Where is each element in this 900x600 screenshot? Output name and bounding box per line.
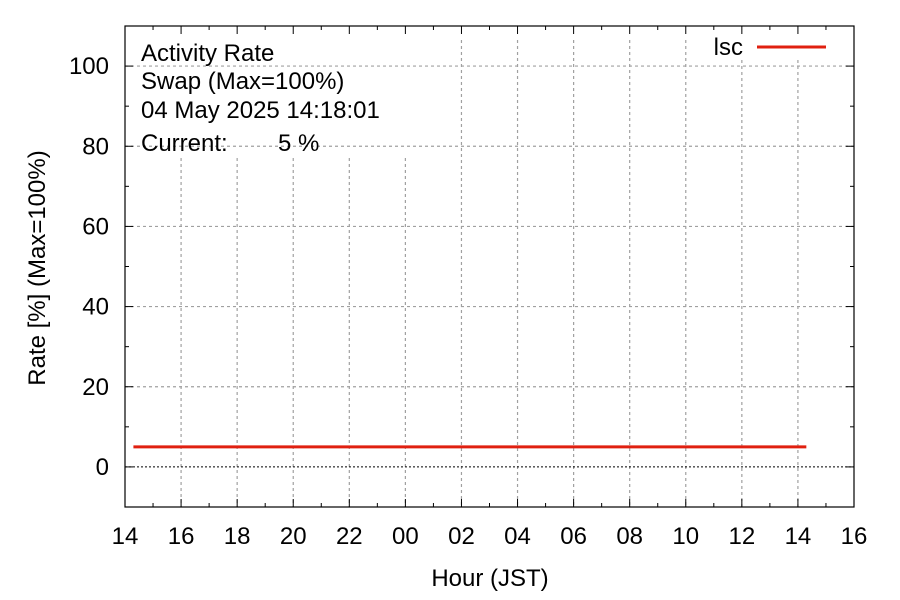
y-axis-title: Rate [%] (Max=100%): [24, 150, 51, 385]
annotation-block: Activity Rate Swap (Max=100%) 04 May 202…: [141, 40, 380, 157]
current-value: 5 %: [278, 130, 319, 157]
annotation-timestamp: 04 May 2025 14:18:01: [141, 97, 380, 124]
x-tick-label: 00: [392, 523, 419, 550]
x-tick-label: 12: [728, 523, 755, 550]
y-tick-label: 0: [96, 454, 109, 481]
x-tick-label: 02: [448, 523, 475, 550]
annotation-title: Activity Rate: [141, 40, 274, 67]
x-tick-label: 16: [168, 523, 195, 550]
annotation-metric: Swap (Max=100%): [141, 68, 344, 95]
x-tick-label: 22: [336, 523, 363, 550]
y-tick-label: 20: [82, 374, 109, 401]
y-tick-label: 40: [82, 294, 109, 321]
x-tick-label: 04: [504, 523, 531, 550]
grid-layer: [125, 40, 854, 507]
plot-frame: [124, 25, 855, 508]
x-tick-label: 06: [560, 523, 587, 550]
legend: lsc: [714, 34, 826, 61]
label-layer: 14 16 18 20 22 00 02 04 06 08 10 12 14 16 0 20 40 60 80 100: [69, 53, 867, 550]
y-tick-label: 100: [69, 53, 109, 80]
y-tick-label: 80: [82, 133, 109, 160]
y-tick-label: 60: [82, 213, 109, 240]
x-tick-label: 10: [672, 523, 699, 550]
x-tick-label: 18: [224, 523, 251, 550]
x-tick-label: 14: [785, 523, 812, 550]
x-tick-label: 20: [280, 523, 307, 550]
x-tick-label: 14: [112, 523, 139, 550]
legend-label-lsc: lsc: [714, 34, 743, 61]
current-label: Current:: [141, 130, 228, 157]
x-axis-title: Hour (JST): [431, 565, 548, 592]
x-tick-label: 16: [841, 523, 868, 550]
x-tick-label: 08: [616, 523, 643, 550]
